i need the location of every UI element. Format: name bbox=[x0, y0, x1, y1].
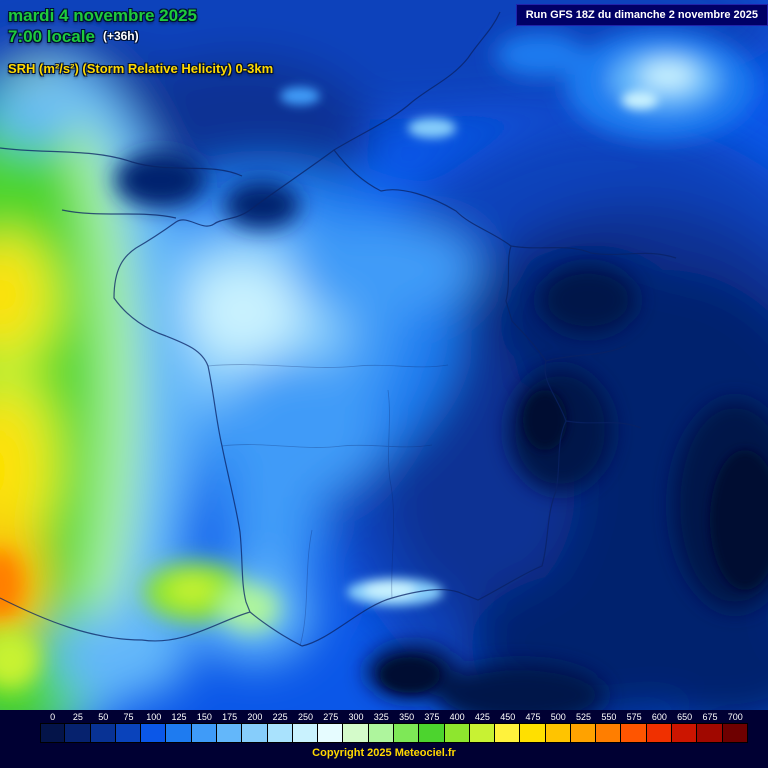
copyright-text: Copyright 2025 Meteociel.fr bbox=[312, 747, 456, 759]
legend-value: 325 bbox=[373, 712, 389, 722]
forecast-offset: (+36h) bbox=[102, 29, 139, 43]
legend-value: 600 bbox=[651, 712, 667, 722]
legend-color-swatch bbox=[570, 723, 597, 743]
legend-cell: 400 bbox=[444, 711, 470, 743]
legend-color-swatch bbox=[393, 723, 420, 743]
legend-value: 575 bbox=[626, 712, 642, 722]
legend-color-swatch bbox=[672, 723, 698, 743]
legend-cell: 250 bbox=[292, 711, 319, 743]
legend-value: 175 bbox=[222, 712, 238, 722]
legend-value: 375 bbox=[424, 712, 440, 722]
legend-color-swatch bbox=[495, 723, 521, 743]
legend-cell: 300 bbox=[343, 711, 369, 743]
legend-color-swatch bbox=[267, 723, 293, 743]
country-borders bbox=[0, 11, 677, 647]
parameter-title: SRH (m²/s²) (Storm Relative Helicity) 0-… bbox=[8, 61, 274, 76]
legend-cell: 275 bbox=[318, 711, 344, 743]
legend-color-swatch bbox=[419, 723, 445, 743]
legend-cell: 525 bbox=[570, 711, 597, 743]
legend-cell: 0 bbox=[40, 711, 66, 743]
legend-cell: 650 bbox=[672, 711, 698, 743]
legend-cell: 200 bbox=[242, 711, 268, 743]
legend-cell: 700 bbox=[722, 711, 748, 743]
srh-contour-map[interactable] bbox=[0, 0, 768, 710]
legend-color-swatch bbox=[115, 723, 142, 743]
legend-color-swatch bbox=[40, 723, 66, 743]
run-info-box: Run GFS 18Z du dimanche 2 novembre 2025 bbox=[515, 4, 768, 26]
legend-value: 75 bbox=[123, 712, 134, 722]
legend-value: 25 bbox=[72, 712, 83, 722]
legend-cell: 150 bbox=[191, 711, 217, 743]
legend-cell: 325 bbox=[368, 711, 394, 743]
legend-color-swatch bbox=[520, 723, 546, 743]
legend-color-swatch bbox=[191, 723, 217, 743]
legend-cell: 500 bbox=[545, 711, 571, 743]
map-local-time: 7:00 locale bbox=[8, 27, 95, 46]
legend-scale: 0 25 50 75 100 125 150 175 200 225 250 275 300 325 350… bbox=[0, 710, 768, 743]
legend-color-swatch bbox=[621, 723, 647, 743]
legend-color-swatch bbox=[242, 723, 268, 743]
legend-value: 300 bbox=[348, 712, 364, 722]
legend-value: 500 bbox=[550, 712, 566, 722]
legend-value: 675 bbox=[702, 712, 718, 722]
legend-cell: 450 bbox=[495, 711, 521, 743]
legend-color-swatch bbox=[166, 723, 192, 743]
legend-value: 100 bbox=[146, 712, 162, 722]
legend-cell: 175 bbox=[216, 711, 243, 743]
legend-value: 250 bbox=[297, 712, 313, 722]
map-time-line: 7:00 locale (+36h) bbox=[8, 26, 273, 47]
legend-cell: 425 bbox=[469, 711, 496, 743]
legend-color-swatch bbox=[368, 723, 394, 743]
legend-color-swatch bbox=[444, 723, 470, 743]
legend-cell: 475 bbox=[520, 711, 546, 743]
legend-cell: 225 bbox=[267, 711, 293, 743]
legend-cell: 25 bbox=[65, 711, 91, 743]
legend-value: 200 bbox=[247, 712, 263, 722]
legend-color-swatch bbox=[697, 723, 723, 743]
legend-footer: 0 25 50 75 100 125 150 175 200 225 250 275 300 325 350… bbox=[0, 710, 768, 768]
legend-value: 650 bbox=[677, 712, 693, 722]
legend-value: 125 bbox=[171, 712, 187, 722]
legend-cell: 550 bbox=[596, 711, 622, 743]
legend-value: 550 bbox=[601, 712, 617, 722]
legend-color-swatch bbox=[722, 723, 748, 743]
legend-color-swatch bbox=[469, 723, 496, 743]
region-borders bbox=[207, 364, 449, 647]
legend-color-swatch bbox=[216, 723, 243, 743]
legend-cell: 350 bbox=[393, 711, 420, 743]
legend-color-swatch bbox=[292, 723, 319, 743]
legend-cell: 100 bbox=[141, 711, 167, 743]
map-area[interactable]: mardi 4 novembre 2025 7:00 locale (+36h) … bbox=[0, 0, 768, 710]
legend-value: 350 bbox=[399, 712, 415, 722]
legend-cell: 375 bbox=[419, 711, 445, 743]
legend-color-swatch bbox=[65, 723, 91, 743]
legend-value: 50 bbox=[98, 712, 109, 722]
legend-cell: 75 bbox=[115, 711, 142, 743]
legend-value: 450 bbox=[500, 712, 516, 722]
legend-cell: 675 bbox=[697, 711, 723, 743]
legend-color-swatch bbox=[545, 723, 571, 743]
legend-cell: 575 bbox=[621, 711, 647, 743]
legend-cell: 125 bbox=[166, 711, 192, 743]
legend-value: 475 bbox=[525, 712, 541, 722]
legend-cell: 50 bbox=[90, 711, 116, 743]
legend-color-swatch bbox=[646, 723, 673, 743]
legend-value: 525 bbox=[576, 712, 592, 722]
legend-color-swatch bbox=[343, 723, 369, 743]
legend-value: 225 bbox=[272, 712, 288, 722]
legend-color-swatch bbox=[141, 723, 167, 743]
map-date: mardi 4 novembre 2025 bbox=[8, 6, 197, 25]
legend-color-swatch bbox=[90, 723, 116, 743]
map-header: mardi 4 novembre 2025 7:00 locale (+36h) … bbox=[8, 5, 273, 76]
legend-value: 275 bbox=[323, 712, 339, 722]
legend-value: 400 bbox=[449, 712, 465, 722]
legend-value: 0 bbox=[50, 712, 56, 722]
legend-cell: 600 bbox=[646, 711, 673, 743]
legend-value: 150 bbox=[196, 712, 212, 722]
legend-value: 425 bbox=[474, 712, 490, 722]
legend-value: 700 bbox=[727, 712, 743, 722]
legend-color-swatch bbox=[318, 723, 344, 743]
legend-color-swatch bbox=[596, 723, 622, 743]
